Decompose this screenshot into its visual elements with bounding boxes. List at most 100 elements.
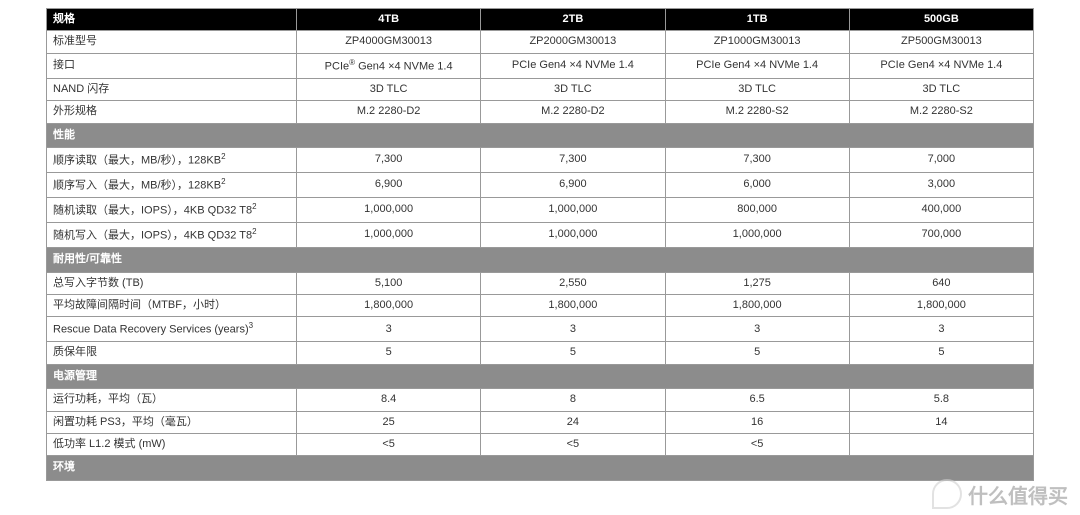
perf-value: 800,000: [665, 198, 849, 223]
endurance-label: 质保年限: [47, 342, 297, 364]
power-value: 24: [481, 411, 665, 433]
basic-label: NAND 闪存: [47, 78, 297, 100]
basic-value: ZP2000GM30013: [481, 31, 665, 53]
power-value: [849, 433, 1033, 455]
section-power-label: 电源管理: [47, 364, 1034, 388]
section-endurance: 耐用性/可靠性: [47, 248, 1034, 272]
power-row: 运行功耗，平均（瓦）8.486.55.8: [47, 389, 1034, 411]
perf-value: 7,300: [481, 148, 665, 173]
perf-value: 6,900: [297, 173, 481, 198]
endurance-value: 3: [297, 317, 481, 342]
section-performance: 性能: [47, 123, 1034, 147]
perf-value: 6,000: [665, 173, 849, 198]
section-performance-label: 性能: [47, 123, 1034, 147]
perf-row: 随机写入（最大，IOPS），4KB QD32 T821,000,0001,000…: [47, 223, 1034, 248]
perf-label: 顺序读取（最大，MB/秒），128KB2: [47, 148, 297, 173]
header-cap-0: 4TB: [297, 9, 481, 31]
endurance-value: 5: [665, 342, 849, 364]
perf-value: 7,300: [665, 148, 849, 173]
basic-row: 接口PCIe® Gen4 ×4 NVMe 1.4PCIe Gen4 ×4 NVM…: [47, 53, 1034, 78]
endurance-label: 平均故障间隔时间（MTBF，小时）: [47, 294, 297, 316]
basic-row: 标准型号ZP4000GM30013ZP2000GM30013ZP1000GM30…: [47, 31, 1034, 53]
endurance-value: 2,550: [481, 272, 665, 294]
basic-value: M.2 2280-D2: [297, 101, 481, 123]
watermark-text: 什么值得买: [968, 480, 1068, 509]
endurance-value: 1,800,000: [665, 294, 849, 316]
power-label: 运行功耗，平均（瓦）: [47, 389, 297, 411]
basic-value: PCIe® Gen4 ×4 NVMe 1.4: [297, 53, 481, 78]
header-row: 规格 4TB 2TB 1TB 500GB: [47, 9, 1034, 31]
perf-label: 顺序写入（最大，MB/秒），128KB2: [47, 173, 297, 198]
basic-value: 3D TLC: [665, 78, 849, 100]
section-environment-label: 环境: [47, 456, 1034, 480]
power-row: 低功率 L1.2 模式 (mW)<5<5<5: [47, 433, 1034, 455]
basic-value: 3D TLC: [481, 78, 665, 100]
basic-value: PCIe Gen4 ×4 NVMe 1.4: [481, 53, 665, 78]
perf-value: 7,000: [849, 148, 1033, 173]
endurance-value: 5: [849, 342, 1033, 364]
basic-value: ZP1000GM30013: [665, 31, 849, 53]
basic-value: ZP500GM30013: [849, 31, 1033, 53]
header-cap-3: 500GB: [849, 9, 1033, 31]
basic-label: 外形规格: [47, 101, 297, 123]
basic-value: M.2 2280-D2: [481, 101, 665, 123]
endurance-row: 平均故障间隔时间（MTBF，小时）1,800,0001,800,0001,800…: [47, 294, 1034, 316]
perf-row: 顺序写入（最大，MB/秒），128KB26,9006,9006,0003,000: [47, 173, 1034, 198]
perf-value: 6,900: [481, 173, 665, 198]
power-value: <5: [481, 433, 665, 455]
perf-label: 随机写入（最大，IOPS），4KB QD32 T82: [47, 223, 297, 248]
basic-label: 接口: [47, 53, 297, 78]
basic-value: 3D TLC: [297, 78, 481, 100]
perf-value: 1,000,000: [481, 223, 665, 248]
basic-label: 标准型号: [47, 31, 297, 53]
header-label: 规格: [47, 9, 297, 31]
watermark: 什么值得买: [932, 479, 1068, 509]
perf-row: 顺序读取（最大，MB/秒），128KB27,3007,3007,3007,000: [47, 148, 1034, 173]
basic-value: M.2 2280-S2: [665, 101, 849, 123]
section-endurance-label: 耐用性/可靠性: [47, 248, 1034, 272]
power-value: 25: [297, 411, 481, 433]
power-value: 8: [481, 389, 665, 411]
perf-value: 1,000,000: [297, 198, 481, 223]
endurance-value: 5: [297, 342, 481, 364]
perf-value: 3,000: [849, 173, 1033, 198]
endurance-label: Rescue Data Recovery Services (years)3: [47, 317, 297, 342]
power-value: 6.5: [665, 389, 849, 411]
perf-value: 700,000: [849, 223, 1033, 248]
power-value: 8.4: [297, 389, 481, 411]
endurance-value: 1,800,000: [297, 294, 481, 316]
header-cap-2: 1TB: [665, 9, 849, 31]
basic-row: NAND 闪存3D TLC3D TLC3D TLC3D TLC: [47, 78, 1034, 100]
power-row: 闲置功耗 PS3，平均（毫瓦）25241614: [47, 411, 1034, 433]
power-label: 低功率 L1.2 模式 (mW): [47, 433, 297, 455]
endurance-value: 1,800,000: [849, 294, 1033, 316]
basic-value: M.2 2280-S2: [849, 101, 1033, 123]
endurance-value: 640: [849, 272, 1033, 294]
perf-value: 7,300: [297, 148, 481, 173]
endurance-value: 3: [481, 317, 665, 342]
basic-value: PCIe Gen4 ×4 NVMe 1.4: [665, 53, 849, 78]
power-value: 16: [665, 411, 849, 433]
endurance-value: 1,800,000: [481, 294, 665, 316]
endurance-value: 5: [481, 342, 665, 364]
endurance-row: 总写入字节数 (TB)5,1002,5501,275640: [47, 272, 1034, 294]
endurance-value: 5,100: [297, 272, 481, 294]
endurance-row: 质保年限5555: [47, 342, 1034, 364]
basic-value: 3D TLC: [849, 78, 1033, 100]
basic-value: ZP4000GM30013: [297, 31, 481, 53]
power-value: 5.8: [849, 389, 1033, 411]
basic-value: PCIe Gen4 ×4 NVMe 1.4: [849, 53, 1033, 78]
endurance-value: 3: [849, 317, 1033, 342]
endurance-value: 3: [665, 317, 849, 342]
perf-value: 1,000,000: [481, 198, 665, 223]
section-power: 电源管理: [47, 364, 1034, 388]
endurance-row: Rescue Data Recovery Services (years)333…: [47, 317, 1034, 342]
basic-row: 外形规格M.2 2280-D2M.2 2280-D2M.2 2280-S2M.2…: [47, 101, 1034, 123]
header-cap-1: 2TB: [481, 9, 665, 31]
perf-label: 随机读取（最大，IOPS），4KB QD32 T82: [47, 198, 297, 223]
spec-table: 规格 4TB 2TB 1TB 500GB 标准型号ZP4000GM30013ZP…: [46, 8, 1034, 481]
watermark-icon: [932, 479, 962, 509]
perf-value: 1,000,000: [297, 223, 481, 248]
perf-value: 400,000: [849, 198, 1033, 223]
perf-row: 随机读取（最大，IOPS），4KB QD32 T821,000,0001,000…: [47, 198, 1034, 223]
